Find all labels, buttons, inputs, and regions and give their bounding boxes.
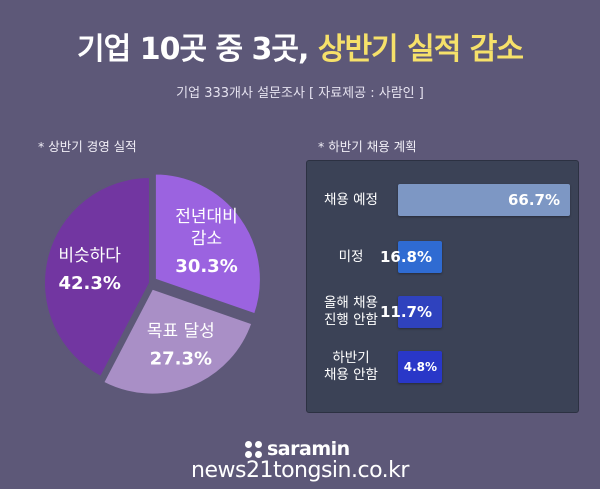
pie-slice-label-2: 목표 달성: [147, 322, 215, 342]
bar-4: 4.8%: [398, 351, 442, 383]
bar-3: 11.7%: [380, 296, 442, 328]
title-main: 기업 10곳 중 3곳,: [77, 32, 318, 67]
bar-value-label-4: 4.8%: [403, 360, 437, 374]
bar-category-label-3: 올해 채용 진행 안함: [324, 295, 378, 328]
pie-slice-value-1: 30.3%: [175, 256, 237, 277]
pie-slice-1: [153, 172, 262, 316]
bar-category-label-2: 미정: [338, 248, 364, 265]
page-subtitle: 기업 333개사 설문조사 [ 자료제공 : 사람인 ]: [176, 86, 424, 101]
bar-section-title: * 하반기 채용 계획: [318, 139, 417, 154]
watermark: news21tongsin.co.kr: [191, 458, 409, 483]
pie-slice-label-1-line-1: 전년대비: [175, 207, 238, 227]
pie-slice-label-1-line-2: 감소: [191, 229, 222, 249]
pie-slice-3: [43, 175, 151, 379]
bar-value-label-3: 11.7%: [379, 303, 432, 321]
bar-2: 16.8%: [380, 241, 442, 273]
bar-value-label-1: 66.7%: [507, 191, 560, 209]
saramin-logo: saramin: [245, 438, 375, 460]
bar-category-label-4: 하반기 채용 안함: [324, 350, 378, 383]
pie-slice-value-2: 27.3%: [150, 349, 212, 370]
title-highlight: 상반기 실적 감소: [317, 32, 524, 67]
saramin-logo-icon: [245, 441, 263, 459]
bar-chart-panel: 채용 예정 66.7% 미정 16.8% 올해 채용 진행 안함 11.7% 하반기 채용 안함…: [306, 160, 579, 413]
pie-slice-label-3: 비슷하다: [58, 246, 121, 266]
pie-slice-2: [101, 287, 254, 396]
pie-slice-value-3: 42.3%: [58, 273, 120, 294]
pie-section-title: * 상반기 경영 실적: [38, 139, 137, 154]
saramin-logo-text: saramin: [267, 438, 350, 460]
bar-1: 66.7%: [398, 184, 570, 216]
page-title: 기업 10곳 중 3곳, 상반기 실적 감소: [0, 24, 600, 68]
bar-value-label-2: 16.8%: [379, 248, 432, 266]
bar-category-label-1: 채용 예정: [324, 191, 378, 208]
